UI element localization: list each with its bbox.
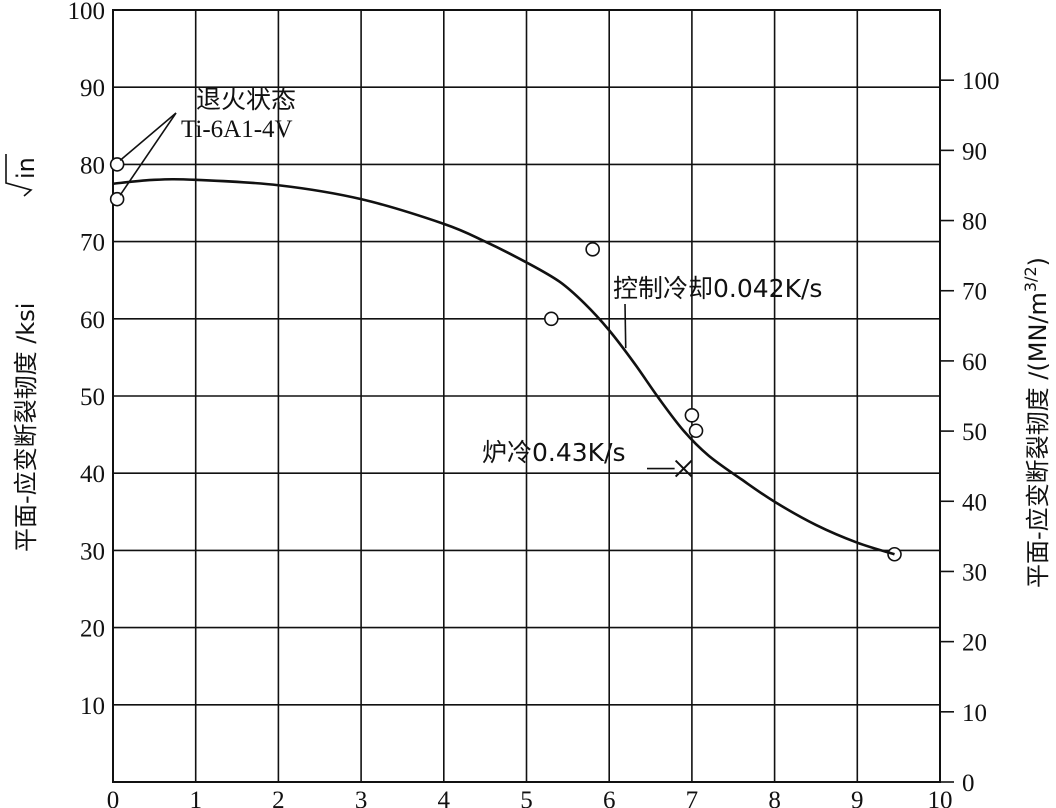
axis-ticks: 0 1 2 3 4 5 6 7 8 9 10 10 20 30 40 50 60 70 80 90 100 0 10 20 30… <box>68 0 1000 808</box>
x-tick-label: 9 <box>851 787 864 808</box>
y-axis-label-left-main: 平面-应变断裂韧度 /ksi <box>12 303 40 552</box>
x-tick-label: 6 <box>603 787 616 808</box>
y-tick-label-left: 60 <box>80 307 105 334</box>
y-tick-label-right: 90 <box>962 138 987 165</box>
annotation-leader-line <box>119 112 177 196</box>
y-tick-label-right: 60 <box>962 349 987 376</box>
plot-frame <box>112 9 941 783</box>
annotation-furnace-cooling: 炉冷0.43K/s <box>482 438 626 467</box>
y-tick-label-right: 10 <box>962 700 987 727</box>
x-tick-label: 10 <box>928 787 953 808</box>
annotation-alloy-name: Ti-6A1-4V <box>181 116 293 143</box>
y-axis-label-right-tail: ) <box>1024 257 1052 266</box>
x-tick-label: 8 <box>768 787 781 808</box>
y-tick-label-right: 20 <box>962 630 987 657</box>
annotation-leader-line <box>119 112 177 162</box>
data-point-circle <box>109 191 125 207</box>
x-tick-label: 0 <box>107 787 120 808</box>
series-layer <box>109 157 902 562</box>
data-point-circle <box>585 242 600 257</box>
y-tick-label-left: 70 <box>80 230 105 257</box>
y-tick-label-left: 30 <box>80 538 105 565</box>
grid-lines <box>113 10 940 782</box>
data-point-x-furnace-cooling <box>674 459 693 478</box>
x-tick-label: 2 <box>272 787 285 808</box>
data-point-circle <box>544 311 559 327</box>
x-tick-label: 5 <box>520 787 533 808</box>
y-tick-label-left: 10 <box>80 693 105 720</box>
y-tick-label-left: 50 <box>80 384 105 411</box>
y-tick-label-right: 30 <box>962 559 987 586</box>
radical-sign <box>5 154 33 197</box>
series-curve-controlled-cooling <box>112 177 895 556</box>
data-point-circle <box>684 407 700 423</box>
y-tick-label-right: 100 <box>962 68 1000 95</box>
x-tick-label: 3 <box>355 787 368 808</box>
data-point-circle <box>109 157 125 172</box>
y-tick-label-right: 50 <box>962 419 987 446</box>
annotation-leader-line <box>624 303 627 349</box>
y-axis-label-right-main: 平面-应变断裂韧度 /(MN/m <box>1024 292 1052 588</box>
y-axis-label-right: 平面-应变断裂韧度 /(MN/m3/2) <box>1021 257 1052 588</box>
y-tick-label-right: 80 <box>962 209 987 236</box>
y-tick-label-left: 90 <box>80 75 105 102</box>
x-tick-label: 7 <box>686 787 699 808</box>
x-tick-label: 4 <box>438 787 451 808</box>
y-axis-label-left-radicand: in <box>12 157 40 179</box>
y-tick-label-left: 100 <box>68 0 106 25</box>
y-axis-label-left: 平面-应变断裂韧度 /ksi in <box>5 154 40 552</box>
y-tick-label-right: 0 <box>962 770 975 797</box>
y-tick-label-right: 70 <box>962 279 987 306</box>
x-tick-label: 1 <box>189 787 202 808</box>
y-tick-label-left: 80 <box>80 152 105 179</box>
y-axis-label-right-text: 平面-应变断裂韧度 /(MN/m3/2) <box>1021 257 1052 588</box>
annotation-controlled-cooling: 控制冷却0.042K/s <box>613 274 822 303</box>
data-point-circle <box>688 423 704 439</box>
y-axis-label-right-sup: 3/2 <box>1021 266 1040 292</box>
y-tick-label-left: 40 <box>80 461 105 488</box>
y-axis-label-left-text: 平面-应变断裂韧度 /ksi <box>12 303 40 552</box>
annotation-annealed-state: 退火状态 <box>196 85 296 114</box>
y-tick-label-left: 20 <box>80 616 105 643</box>
y-tick-label-right: 40 <box>962 489 987 516</box>
